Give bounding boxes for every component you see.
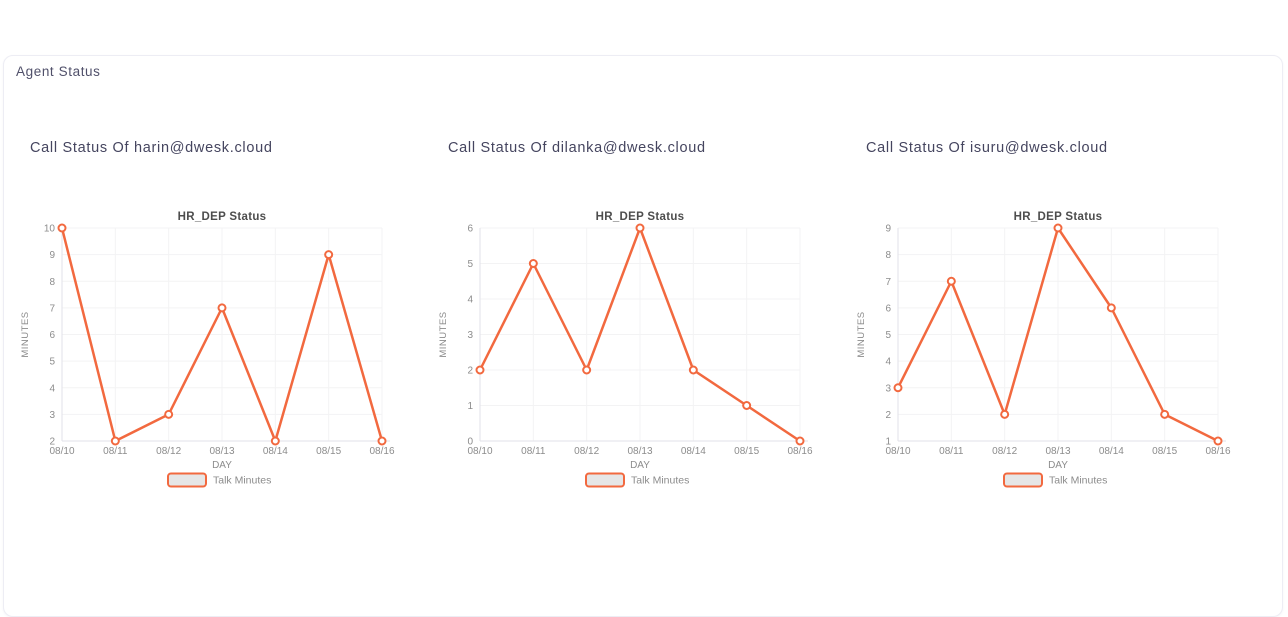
y-tick-label: 3: [885, 383, 891, 394]
data-point[interactable]: [742, 401, 752, 410]
y-tick-label: 1: [885, 437, 891, 448]
y-tick-label: 5: [467, 259, 473, 270]
x-tick-label: 08/15: [1152, 446, 1177, 457]
chart-title: HR_DEP Status: [178, 211, 267, 223]
data-point[interactable]: [795, 436, 805, 446]
agent-status-card: [3, 55, 1283, 617]
legend-swatch[interactable]: [167, 472, 207, 488]
chart-title: HR_DEP Status: [596, 211, 685, 223]
y-tick-label: 6: [49, 330, 55, 341]
y-tick-label: 6: [467, 224, 473, 235]
y-tick-label: 8: [885, 250, 891, 261]
x-tick-label: 08/16: [787, 446, 812, 457]
y-tick-label: 9: [49, 250, 55, 261]
y-tick-label: 9: [885, 224, 891, 235]
x-tick-label: 08/12: [574, 446, 599, 457]
y-tick-label: 4: [467, 295, 473, 306]
page-title: Agent Status: [16, 64, 101, 79]
legend-label[interactable]: Talk Minutes: [631, 475, 689, 487]
data-point[interactable]: [217, 303, 227, 313]
legend-item[interactable]: Talk Minutes: [167, 472, 271, 488]
data-point[interactable]: [270, 436, 280, 446]
y-axis-title: MINUTES: [856, 311, 867, 357]
x-axis-title: DAY: [1048, 460, 1068, 471]
x-tick-label: 08/12: [156, 446, 181, 457]
chart-title: HR_DEP Status: [1014, 211, 1103, 223]
x-tick-label: 08/13: [1045, 446, 1070, 457]
data-point[interactable]: [1000, 409, 1010, 419]
x-tick-label: 08/11: [521, 446, 546, 457]
y-tick-label: 4: [49, 383, 55, 394]
data-point[interactable]: [946, 276, 956, 286]
x-tick-label: 08/16: [1205, 446, 1230, 457]
chart-canvas-harin[interactable]: 2 3 4 5 6 7 8 9 10 08/10 08/11 08/12 08/13 08/14 08/15…: [16, 200, 434, 500]
data-point[interactable]: [1106, 303, 1116, 313]
x-tick-label: 08/10: [885, 446, 910, 457]
x-tick-label: 08/11: [103, 446, 128, 457]
y-tick-label: 2: [885, 410, 891, 421]
chart-section-harin: Call Status Of harin@dwesk.cloud 2 3 4 5 6 7 8…: [16, 140, 434, 502]
y-tick-label: 3: [49, 410, 55, 421]
data-point[interactable]: [893, 383, 903, 393]
x-tick-label: 08/14: [1099, 446, 1124, 457]
y-tick-label: 5: [885, 330, 891, 341]
y-tick-label: 7: [49, 303, 55, 314]
y-tick-label: 5: [49, 357, 55, 368]
y-tick-label: 1: [467, 401, 473, 412]
x-tick-label: 08/10: [49, 446, 74, 457]
legend-label[interactable]: Talk Minutes: [1049, 475, 1107, 487]
y-tick-label: 2: [467, 366, 473, 377]
data-point[interactable]: [1213, 436, 1223, 446]
x-axis-title: DAY: [630, 460, 650, 471]
x-tick-label: 08/12: [992, 446, 1017, 457]
data-point[interactable]: [324, 250, 334, 260]
y-tick-label: 4: [885, 357, 891, 368]
data-point[interactable]: [528, 259, 538, 268]
y-tick-label: 0: [467, 437, 473, 448]
y-tick-label: 2: [49, 437, 55, 448]
x-tick-label: 08/15: [734, 446, 759, 457]
legend-label[interactable]: Talk Minutes: [213, 475, 271, 487]
x-tick-label: 08/10: [467, 446, 492, 457]
data-point[interactable]: [582, 365, 592, 375]
y-tick-label: 10: [44, 224, 56, 235]
chart-section-isuru: Call Status Of isuru@dwesk.cloud 1 2 3 4 5 6 7…: [852, 140, 1270, 502]
data-point[interactable]: [475, 365, 485, 375]
x-axis-title: DAY: [212, 460, 232, 471]
chart-heading-isuru: Call Status Of isuru@dwesk.cloud: [866, 140, 1108, 156]
data-point[interactable]: [1053, 223, 1063, 233]
x-tick-label: 08/13: [209, 446, 234, 457]
y-tick-label: 3: [467, 330, 473, 341]
chart-canvas-dilanka[interactable]: 0 1 2 3 4 5 6 08/10 08/11 08/12 08/13 08/14 08/15 08/…: [434, 200, 852, 500]
x-tick-label: 08/13: [627, 446, 652, 457]
x-tick-label: 08/15: [316, 446, 341, 457]
y-tick-label: 6: [885, 303, 891, 314]
legend-item[interactable]: Talk Minutes: [585, 472, 689, 488]
data-point[interactable]: [1160, 409, 1170, 419]
data-point[interactable]: [377, 436, 387, 446]
x-tick-label: 08/11: [939, 446, 964, 457]
x-tick-label: 08/16: [369, 446, 394, 457]
chart-heading-harin: Call Status Of harin@dwesk.cloud: [30, 140, 273, 156]
data-point[interactable]: [164, 409, 174, 419]
data-point[interactable]: [57, 223, 67, 233]
legend-item[interactable]: Talk Minutes: [1003, 472, 1107, 488]
x-tick-label: 08/14: [263, 446, 288, 457]
data-point[interactable]: [110, 436, 120, 446]
chart-heading-dilanka: Call Status Of dilanka@dwesk.cloud: [448, 140, 706, 156]
y-tick-label: 7: [885, 277, 891, 288]
data-point[interactable]: [688, 365, 698, 375]
legend-swatch[interactable]: [585, 472, 625, 488]
y-axis-title: MINUTES: [438, 311, 449, 357]
y-tick-label: 8: [49, 277, 55, 288]
legend-swatch[interactable]: [1003, 472, 1043, 488]
chart-section-dilanka: Call Status Of dilanka@dwesk.cloud 0 1 2 3 4…: [434, 140, 852, 502]
data-point[interactable]: [635, 223, 645, 233]
x-tick-label: 08/14: [681, 446, 706, 457]
y-axis-title: MINUTES: [20, 311, 31, 357]
chart-canvas-isuru[interactable]: 1 2 3 4 5 6 7 8 9 08/10 08/11 08/12 08/13 08/14 08/15 0…: [852, 200, 1270, 500]
